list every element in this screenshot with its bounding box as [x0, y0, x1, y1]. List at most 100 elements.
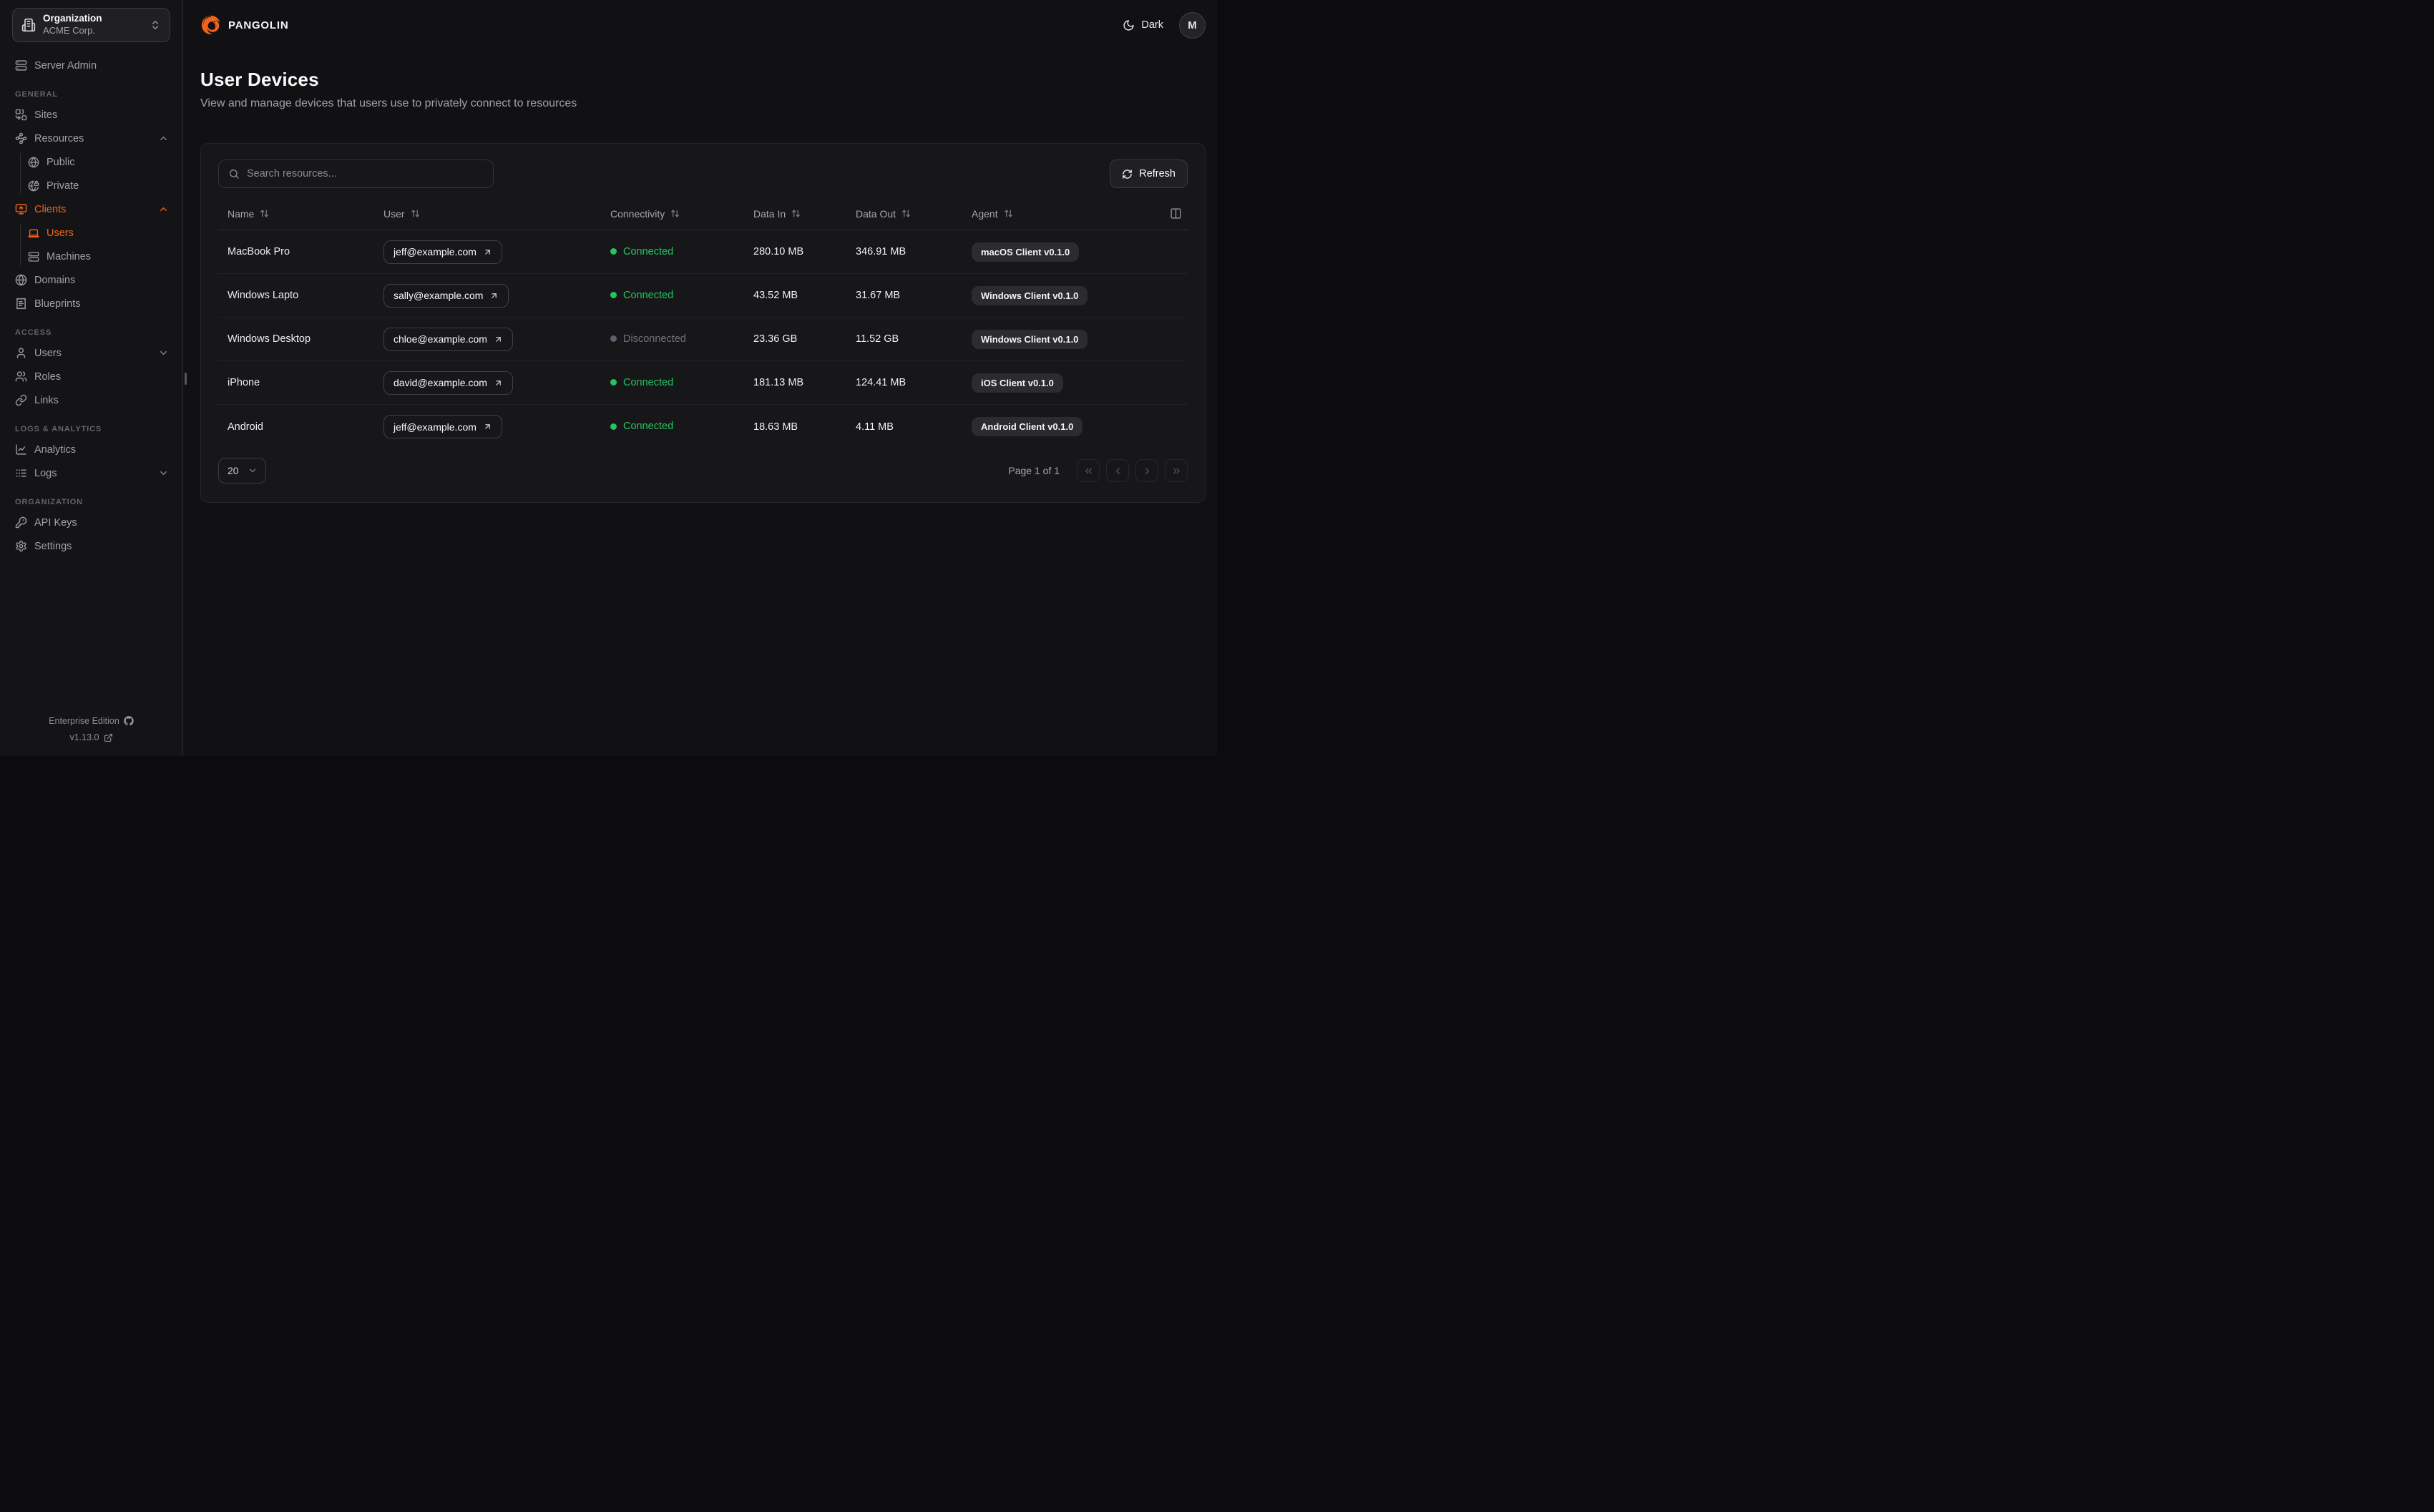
search-input[interactable]	[247, 168, 484, 180]
data-out-cell: 31.67 MB	[856, 290, 901, 301]
globe-lock-icon	[28, 180, 39, 192]
sidebar-item-label: Links	[34, 394, 59, 406]
next-page-button[interactable]	[1135, 459, 1158, 482]
sidebar-item-label: Private	[47, 180, 79, 192]
theme-label: Dark	[1141, 19, 1163, 31]
chevron-up-icon[interactable]	[158, 204, 169, 215]
card-toolbar: Refresh	[218, 159, 1188, 188]
table-row[interactable]: Android jeff@example.com Connected 18.63…	[218, 405, 1188, 448]
chevron-up-icon[interactable]	[158, 133, 169, 144]
table-row[interactable]: MacBook Pro jeff@example.com Connected 2…	[218, 230, 1188, 274]
table-body: MacBook Pro jeff@example.com Connected 2…	[218, 230, 1188, 448]
github-icon[interactable]	[124, 716, 134, 726]
user-link-button[interactable]: jeff@example.com	[383, 240, 502, 264]
column-header[interactable]: Data Out	[846, 208, 962, 220]
chevron-down-icon[interactable]	[158, 348, 169, 358]
sidebar-item-blueprints[interactable]: Blueprints	[12, 292, 170, 315]
page-info: Page 1 of 1	[1008, 465, 1060, 476]
pangolin-logo	[200, 14, 222, 36]
device-name-cell: MacBook Pro	[228, 246, 290, 257]
avatar[interactable]: M	[1179, 11, 1206, 39]
version-label: v1.13.0	[69, 732, 99, 742]
column-header[interactable]: Name	[218, 208, 374, 220]
server-icon	[15, 59, 27, 72]
sidebar-item-settings[interactable]: Settings	[12, 534, 170, 558]
table-row[interactable]: Windows Lapto sally@example.com Connecte…	[218, 274, 1188, 318]
column-header-label: Connectivity	[610, 207, 665, 220]
sidebar-item-label: Sites	[34, 109, 58, 121]
sidebar-item-client-users[interactable]: Users	[28, 221, 170, 245]
status-label: Connected	[623, 289, 674, 301]
user-email: sally@example.com	[394, 290, 484, 301]
data-out-cell: 4.11 MB	[856, 421, 894, 433]
section-label-general: GENERAL	[15, 90, 59, 99]
table-row[interactable]: Windows Desktop chloe@example.com Discon…	[218, 318, 1188, 361]
pager: Page 1 of 1	[1008, 459, 1188, 482]
status-label: Connected	[623, 376, 674, 388]
column-header[interactable]: Data In	[744, 208, 846, 220]
sidebar-item-public[interactable]: Public	[28, 150, 170, 174]
prev-page-button[interactable]	[1106, 459, 1129, 482]
device-name-cell: Windows Lapto	[228, 290, 299, 301]
sidebar-item-label: Settings	[34, 540, 72, 552]
user-link-button[interactable]: chloe@example.com	[383, 327, 513, 351]
chevron-down-icon	[248, 466, 258, 476]
section-label-organization: ORGANIZATION	[15, 498, 83, 506]
sidebar-item-machines[interactable]: Machines	[28, 245, 170, 268]
status-dot-icon	[610, 335, 617, 343]
user-email: david@example.com	[394, 377, 487, 388]
arrow-up-right-icon	[483, 422, 492, 431]
sidebar-item-users[interactable]: Users	[12, 341, 170, 365]
page-subtitle: View and manage devices that users use t…	[200, 97, 577, 109]
column-header[interactable]: User	[374, 208, 601, 220]
chevron-down-icon[interactable]	[158, 468, 169, 478]
last-page-button[interactable]	[1165, 459, 1188, 482]
sidebar-item-clients[interactable]: Clients	[12, 197, 170, 221]
data-out-cell: 124.41 MB	[856, 377, 906, 388]
sites-icon	[15, 109, 27, 121]
brand-name: PANGOLIN	[228, 19, 289, 31]
sidebar-item-domains[interactable]: Domains	[12, 268, 170, 292]
sidebar-scrollbar-thumb[interactable]	[185, 373, 187, 385]
agent-badge: macOS Client v0.1.0	[972, 242, 1080, 262]
search-icon	[228, 168, 240, 180]
table-row[interactable]: iPhone david@example.com Connected 181.1…	[218, 361, 1188, 405]
sidebar-item-label: Blueprints	[34, 298, 81, 310]
sidebar-item-links[interactable]: Links	[12, 388, 170, 412]
data-in-cell: 280.10 MB	[753, 246, 804, 257]
sidebar-item-label: Logs	[34, 467, 57, 479]
first-page-button[interactable]	[1077, 459, 1100, 482]
page-size-select[interactable]: 20	[218, 458, 266, 483]
sort-icon	[411, 209, 420, 218]
sidebar-item-label: Public	[47, 156, 75, 168]
user-link-button[interactable]: jeff@example.com	[383, 415, 502, 438]
data-out-cell: 346.91 MB	[856, 246, 906, 257]
org-switcher[interactable]: Organization ACME Corp.	[12, 8, 170, 42]
column-header[interactable]: Connectivity	[601, 208, 744, 220]
clients-subgroup: Users Machines	[12, 221, 170, 268]
sidebar-footer: Enterprise Edition v1.13.0	[0, 713, 182, 746]
arrow-up-right-icon	[489, 291, 499, 300]
columns-toggle-button[interactable]	[1168, 206, 1183, 221]
sidebar-item-logs[interactable]: Logs	[12, 461, 170, 485]
refresh-button[interactable]: Refresh	[1110, 159, 1188, 188]
sidebar-item-server-admin[interactable]: Server Admin	[12, 54, 170, 77]
user-link-button[interactable]: sally@example.com	[383, 283, 509, 308]
brand[interactable]: PANGOLIN	[200, 14, 288, 36]
sidebar-item-private[interactable]: Private	[28, 174, 170, 197]
device-name-cell: iPhone	[228, 377, 260, 388]
status-badge: Connected	[610, 290, 673, 301]
sidebar-item-analytics[interactable]: Analytics	[12, 438, 170, 461]
theme-toggle[interactable]: Dark	[1123, 19, 1163, 31]
sidebar-item-sites[interactable]: Sites	[12, 103, 170, 127]
sidebar-item-roles[interactable]: Roles	[12, 365, 170, 388]
search-box[interactable]	[218, 159, 494, 188]
column-header[interactable]: Agent	[962, 208, 1158, 220]
app-window: Organization ACME Corp. Server Admin GEN…	[0, 0, 1217, 756]
sidebar-item-api-keys[interactable]: API Keys	[12, 511, 170, 534]
sidebar-item-resources[interactable]: Resources	[12, 127, 170, 150]
user-link-button[interactable]: david@example.com	[383, 370, 513, 395]
table-header-row: Name User Connectivity Data In Data Out …	[218, 197, 1188, 230]
external-link-icon[interactable]	[104, 733, 113, 742]
sort-icon	[670, 209, 680, 218]
